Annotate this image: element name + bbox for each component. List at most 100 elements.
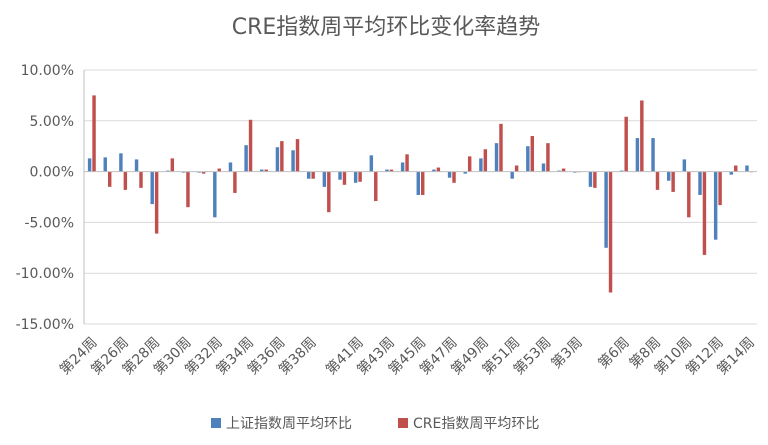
bar-cre-27	[499, 123, 503, 172]
bar-cre-8	[201, 171, 206, 174]
bar-shanghai-27	[494, 143, 499, 172]
bar-shanghai-3	[119, 153, 123, 172]
bar-shanghai-26	[479, 158, 483, 172]
bar-shanghai-15	[306, 171, 311, 179]
x-tick-label: 第3周	[548, 334, 586, 372]
bar-shanghai-14	[291, 150, 295, 172]
bar-cre-21	[405, 154, 409, 172]
bar-cre-40	[702, 171, 707, 255]
bar-shanghai-19	[369, 155, 374, 172]
bar-shanghai-12	[260, 169, 264, 172]
bar-shanghai-6	[166, 170, 170, 172]
bar-cre-11	[248, 119, 253, 172]
bar-cre-10	[233, 171, 237, 193]
bar-cre-36	[640, 100, 644, 172]
bar-shanghai-17	[338, 171, 342, 180]
bar-cre-13	[280, 141, 284, 172]
bar-cre-23	[436, 167, 441, 172]
bar-shanghai-28	[510, 171, 514, 179]
legend: 上证指数周平均环比 CRE指数周平均环比	[211, 416, 539, 432]
bar-shanghai-13	[275, 147, 280, 172]
bar-cre-7	[186, 171, 190, 208]
bar-cre-14	[295, 139, 300, 172]
bar-shanghai-41	[713, 171, 718, 240]
bar-cre-20	[389, 169, 394, 172]
bar-shanghai-22	[416, 171, 420, 195]
bar-shanghai-20	[385, 169, 389, 172]
gridlines	[84, 69, 757, 325]
bar-cre-39	[687, 171, 691, 218]
bar-cre-18	[358, 171, 362, 182]
bar-shanghai-37	[651, 138, 655, 172]
bar-shanghai-2	[103, 157, 107, 172]
bar-shanghai-39	[682, 159, 687, 172]
legend-swatch-cre	[398, 418, 408, 428]
bar-cre-33	[593, 171, 597, 188]
bar-shanghai-18	[353, 171, 358, 183]
x-tick-label: 第6周	[595, 334, 633, 372]
bar-cre-25	[467, 156, 472, 172]
bar-series	[87, 95, 754, 293]
y-tick-label: 10.00%	[21, 63, 74, 79]
bar-shanghai-31	[557, 170, 561, 172]
y-tick-label: -5.00%	[24, 215, 74, 231]
bar-shanghai-1	[87, 158, 92, 172]
bar-cre-22	[421, 171, 425, 195]
bar-shanghai-24	[447, 171, 452, 178]
bar-cre-26	[483, 149, 488, 172]
bar-shanghai-30	[541, 163, 546, 172]
bar-cre-9	[217, 168, 221, 172]
bar-cre-12	[264, 169, 268, 172]
bar-shanghai-8	[197, 171, 201, 173]
bar-cre-30	[546, 143, 550, 172]
bar-cre-37	[655, 171, 660, 190]
bar-cre-29	[530, 136, 535, 172]
bar-shanghai-9	[213, 171, 217, 218]
bar-shanghai-7	[181, 171, 186, 173]
legend-label-shanghai: 上证指数周平均环比	[226, 416, 352, 432]
bar-shanghai-38	[666, 171, 671, 181]
bar-cre-3	[123, 171, 128, 190]
bar-cre-31	[561, 168, 566, 172]
y-axis: 10.00% 5.00% 0.00% -5.00% -10.00% -15.00%	[16, 63, 85, 333]
bar-shanghai-34	[604, 171, 608, 248]
y-tick-label: -15.00%	[16, 317, 74, 333]
y-tick-label: 0.00%	[30, 165, 74, 181]
bar-cre-6	[170, 158, 175, 172]
bar-cre-15	[311, 171, 315, 179]
bar-shanghai-10	[228, 162, 233, 172]
bar-shanghai-36	[635, 138, 640, 172]
bar-shanghai-5	[150, 171, 154, 205]
bar-cre-42	[734, 165, 738, 172]
bar-cre-41	[718, 171, 722, 206]
chart-title: CRE指数周平均环比变化率趋势	[232, 15, 541, 40]
bar-shanghai-35	[620, 170, 624, 172]
legend-swatch-shanghai	[211, 418, 221, 428]
bar-shanghai-29	[526, 146, 530, 172]
bar-cre-1	[92, 95, 96, 172]
bar-cre-35	[624, 116, 628, 172]
bar-cre-5	[154, 171, 159, 234]
bar-shanghai-21	[400, 162, 405, 172]
bar-cre-24	[452, 171, 456, 183]
bar-shanghai-23	[432, 169, 436, 172]
bar-shanghai-42	[729, 171, 734, 175]
bar-shanghai-4	[134, 159, 139, 172]
bar-shanghai-33	[588, 171, 593, 187]
bar-cre-38	[671, 171, 675, 192]
bar-cre-16	[327, 171, 331, 213]
legend-label-cre: CRE指数周平均环比	[413, 416, 539, 432]
bar-cre-4	[139, 171, 143, 188]
y-tick-label: 5.00%	[30, 114, 74, 130]
bar-shanghai-40	[698, 171, 702, 195]
bar-shanghai-16	[322, 171, 327, 187]
bar-shanghai-11	[244, 145, 248, 172]
bar-cre-19	[374, 171, 378, 202]
bar-shanghai-43	[745, 165, 749, 172]
bar-cre-17	[342, 171, 347, 185]
y-tick-label: -10.00%	[16, 266, 74, 282]
bar-cre-28	[514, 165, 519, 172]
bar-shanghai-32	[573, 171, 577, 173]
